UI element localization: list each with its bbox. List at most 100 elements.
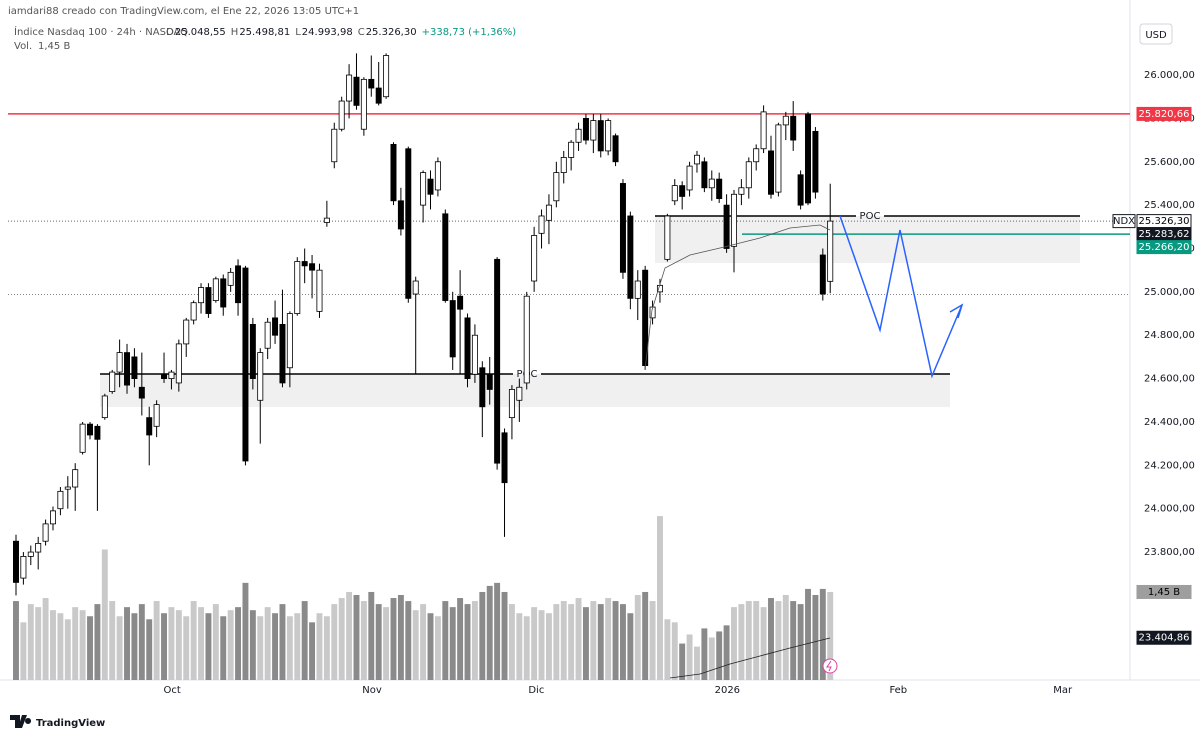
candle-body (397, 200, 404, 230)
volume-bar (301, 601, 308, 680)
candle-body (183, 319, 190, 345)
candle-body (797, 174, 804, 206)
legend-key: C (358, 27, 365, 38)
volume-bar (827, 591, 834, 680)
volume-value: 1,45 B (38, 41, 70, 52)
price-label-box (1136, 106, 1192, 121)
candle-body (760, 111, 767, 150)
volume-bar (738, 604, 745, 680)
candle-body (590, 120, 597, 141)
candle-body (619, 183, 626, 273)
volume-bar (819, 588, 826, 680)
candle-body (671, 185, 678, 202)
y-tick-label: 24.000,00 (1144, 504, 1195, 515)
candle-body (50, 510, 56, 525)
candle-body (131, 356, 138, 379)
candle-body (693, 154, 700, 165)
candle-body (212, 278, 219, 301)
candle-body (235, 265, 242, 304)
candle-body (479, 367, 486, 408)
candle-body (331, 128, 338, 163)
volume-bar (634, 595, 641, 680)
candle-body (523, 295, 530, 384)
candle-body (64, 486, 71, 490)
price-label: 25.266,20 (1139, 242, 1190, 253)
currency[interactable]: USD (1145, 30, 1167, 41)
volume-bar (442, 601, 449, 680)
candle-body (383, 55, 390, 98)
candle-body (190, 302, 197, 321)
volume-bar (679, 643, 686, 680)
symbol-tag-box (1112, 214, 1136, 229)
logo: TradingView (10, 715, 105, 729)
candle-body (434, 161, 441, 191)
volume-bar (249, 610, 256, 680)
poc-zone (655, 215, 1080, 264)
volume-bar (597, 604, 604, 680)
volume-bar (627, 613, 634, 680)
event-icon[interactable] (822, 658, 838, 674)
volume-ma-line (669, 637, 831, 679)
candle-body (220, 278, 227, 308)
volume-bar (35, 607, 42, 680)
candle-body (819, 254, 826, 295)
volume-bar (560, 601, 567, 680)
volume-bar (235, 607, 242, 680)
candle-body (464, 317, 471, 379)
x-tick-label: Mar (1053, 685, 1073, 696)
candle-body (153, 404, 160, 427)
volume-bar (346, 591, 353, 680)
volume-bar (338, 598, 345, 680)
volume-bar (531, 607, 538, 680)
price-label: 23.404,86 (1139, 633, 1190, 644)
candle-body (738, 187, 745, 195)
legend-key: O (166, 27, 174, 38)
volume-bar (545, 613, 552, 680)
volume-bar (375, 604, 382, 680)
candle-body (57, 490, 64, 510)
volume-bar (649, 601, 656, 680)
volume-bar (619, 604, 626, 680)
volume-bar (479, 591, 486, 680)
candle-body (768, 150, 774, 195)
volume-bar (220, 616, 227, 680)
volume-bar (205, 613, 212, 680)
volume-bar (146, 619, 153, 680)
candle-body (353, 76, 360, 106)
volume-bar (190, 601, 197, 680)
currency-box[interactable] (1139, 23, 1173, 45)
volume-bar (175, 610, 182, 680)
volume-bar (575, 598, 582, 680)
candle-body (812, 131, 819, 193)
candle-body (782, 115, 789, 126)
volume-bar (723, 625, 730, 680)
volume-bar (745, 601, 752, 680)
candle-body (72, 469, 79, 488)
volume-bar (360, 601, 367, 680)
volume-bar (183, 616, 190, 680)
volume-bar (272, 613, 279, 680)
volume-key: Vol. (14, 41, 32, 52)
x-tick-label: Feb (889, 685, 907, 696)
volume-bar (116, 616, 123, 680)
volume-bar (523, 616, 530, 680)
candle-body (94, 425, 101, 440)
volume-bar (353, 595, 360, 680)
volume-bar (27, 604, 34, 680)
volume-bar (72, 607, 79, 680)
x-tick-label: 2026 (715, 685, 740, 696)
event-icon-bolt (826, 660, 832, 672)
volume-bar (316, 613, 323, 680)
candle-body (494, 258, 501, 464)
candle-body (597, 120, 604, 152)
candle-body (138, 386, 145, 399)
y-tick-label: 24.400,00 (1144, 417, 1195, 428)
volume-bar (471, 601, 478, 680)
volume-bar (434, 616, 441, 680)
candle-body (109, 371, 116, 393)
candle-body (442, 213, 449, 301)
volume-bar (568, 604, 575, 680)
y-tick-label: 24.800,00 (1144, 330, 1195, 341)
y-tick-label: 24.600,00 (1144, 374, 1195, 385)
candle-body (486, 373, 493, 390)
